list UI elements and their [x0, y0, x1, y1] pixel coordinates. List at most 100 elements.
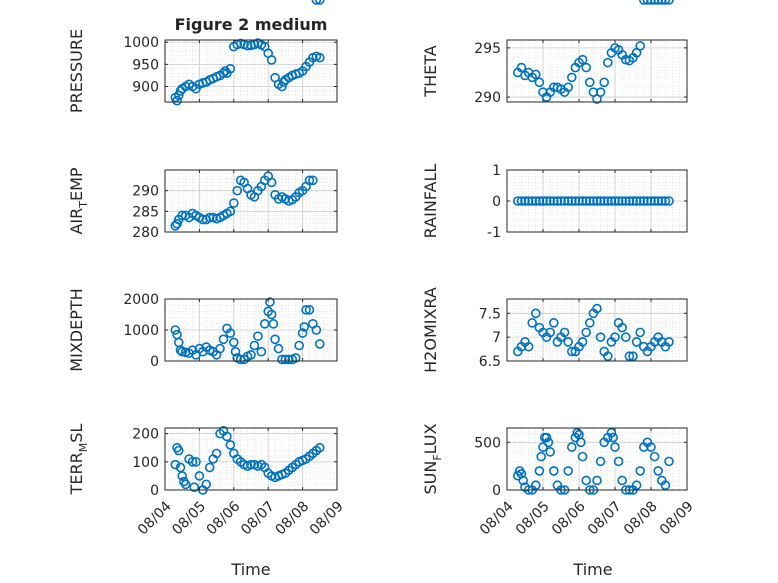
data-point [170, 459, 181, 470]
data-point [624, 196, 635, 206]
data-point [253, 331, 263, 342]
y-tick-label: 2000 [123, 292, 159, 308]
data-point [536, 451, 547, 462]
data-point [304, 305, 315, 315]
data-point [664, 456, 674, 467]
data-point [584, 318, 595, 328]
data-point [635, 466, 646, 476]
subplot-3: 280 285 290 AIRTEMP [67, 0, 338, 241]
data-point [581, 327, 592, 338]
y-tick-label: 0 [150, 483, 159, 499]
y-tick-label: 0 [150, 354, 159, 370]
data-point [613, 456, 624, 467]
y-tick-label: 100 [132, 455, 159, 471]
data-point [230, 346, 241, 357]
data-point [266, 309, 277, 320]
y-tick-label: 290 [132, 184, 159, 200]
data-point [222, 431, 232, 442]
data-point [566, 442, 577, 452]
x-tick-label: 08/08 [621, 498, 661, 538]
data-point [516, 468, 527, 479]
data-point [314, 339, 325, 349]
data-point [187, 457, 198, 467]
data-point [534, 77, 545, 88]
y-tick-label: 295 [474, 41, 501, 57]
y-tick-label: 7 [492, 330, 501, 346]
data-point [584, 77, 595, 88]
data-point [220, 66, 230, 76]
data-point [215, 343, 225, 354]
y-tick-label: 6.5 [479, 354, 501, 370]
data-point [242, 40, 253, 51]
data-point [204, 462, 215, 473]
data-point [290, 353, 301, 363]
y-tick-label: 500 [474, 435, 501, 451]
data-point [194, 471, 205, 481]
data-point [570, 196, 581, 206]
data-point [266, 177, 277, 188]
data-point [606, 427, 617, 438]
data-point [588, 196, 599, 206]
data-point [299, 322, 310, 332]
data-point [311, 0, 322, 5]
data-point [595, 87, 606, 97]
data-point [617, 322, 628, 333]
data-point [314, 442, 325, 453]
x-tick-label: 08/05 [513, 498, 553, 538]
data-point [268, 318, 279, 329]
subplot-2: 290 295 THETA [421, 0, 688, 106]
x-tick-label: 08/04 [135, 498, 175, 538]
axes-box [506, 39, 688, 103]
data-point [225, 328, 236, 338]
x-axis-label-right: Time [572, 560, 612, 579]
x-tick-label: 08/09 [657, 498, 697, 538]
data-point [530, 480, 541, 491]
data-point [523, 341, 534, 352]
data-point [646, 0, 656, 5]
data-point [229, 198, 239, 208]
x-axis-label-left: Time [230, 560, 270, 579]
data-point [314, 52, 325, 63]
data-point [572, 427, 583, 438]
data-point [311, 325, 322, 335]
data-point [201, 479, 212, 490]
y-axis-label: THETA [421, 45, 440, 97]
data-point [173, 445, 184, 456]
data-point [538, 442, 548, 452]
data-point [516, 196, 527, 206]
data-point [225, 63, 236, 74]
data-point [170, 325, 181, 335]
data-point [649, 451, 660, 462]
x-tick-label: 08/06 [549, 498, 589, 538]
y-tick-label: 0 [492, 483, 501, 499]
data-point [660, 0, 671, 5]
data-point [218, 334, 229, 345]
y-axis-label: AIRTEMP [67, 167, 90, 234]
data-point [530, 308, 541, 319]
data-point [541, 432, 552, 443]
data-point [617, 475, 628, 486]
y-axis-label: SUNFLUX [421, 423, 444, 494]
data-point [646, 442, 656, 452]
y-tick-label: 280 [132, 225, 159, 241]
y-axis-label: RAINFALL [421, 164, 440, 239]
data-point [592, 475, 602, 486]
data-point [189, 482, 200, 492]
y-tick-label: 1 [492, 163, 501, 179]
y-tick-label: 285 [132, 204, 159, 220]
subplot-4: -1 0 1 RAINFALL [421, 163, 688, 241]
data-point [527, 318, 538, 328]
data-point [653, 0, 663, 5]
data-point [229, 337, 239, 348]
y-tick-label: -1 [487, 225, 501, 241]
y-tick-label: 290 [474, 90, 501, 106]
data-point [559, 327, 570, 338]
axes-box [164, 427, 338, 491]
data-point [172, 95, 182, 106]
data-point [563, 82, 574, 93]
data-point [660, 196, 671, 206]
data-point [518, 475, 529, 486]
data-point [602, 57, 613, 68]
data-point [246, 349, 256, 360]
